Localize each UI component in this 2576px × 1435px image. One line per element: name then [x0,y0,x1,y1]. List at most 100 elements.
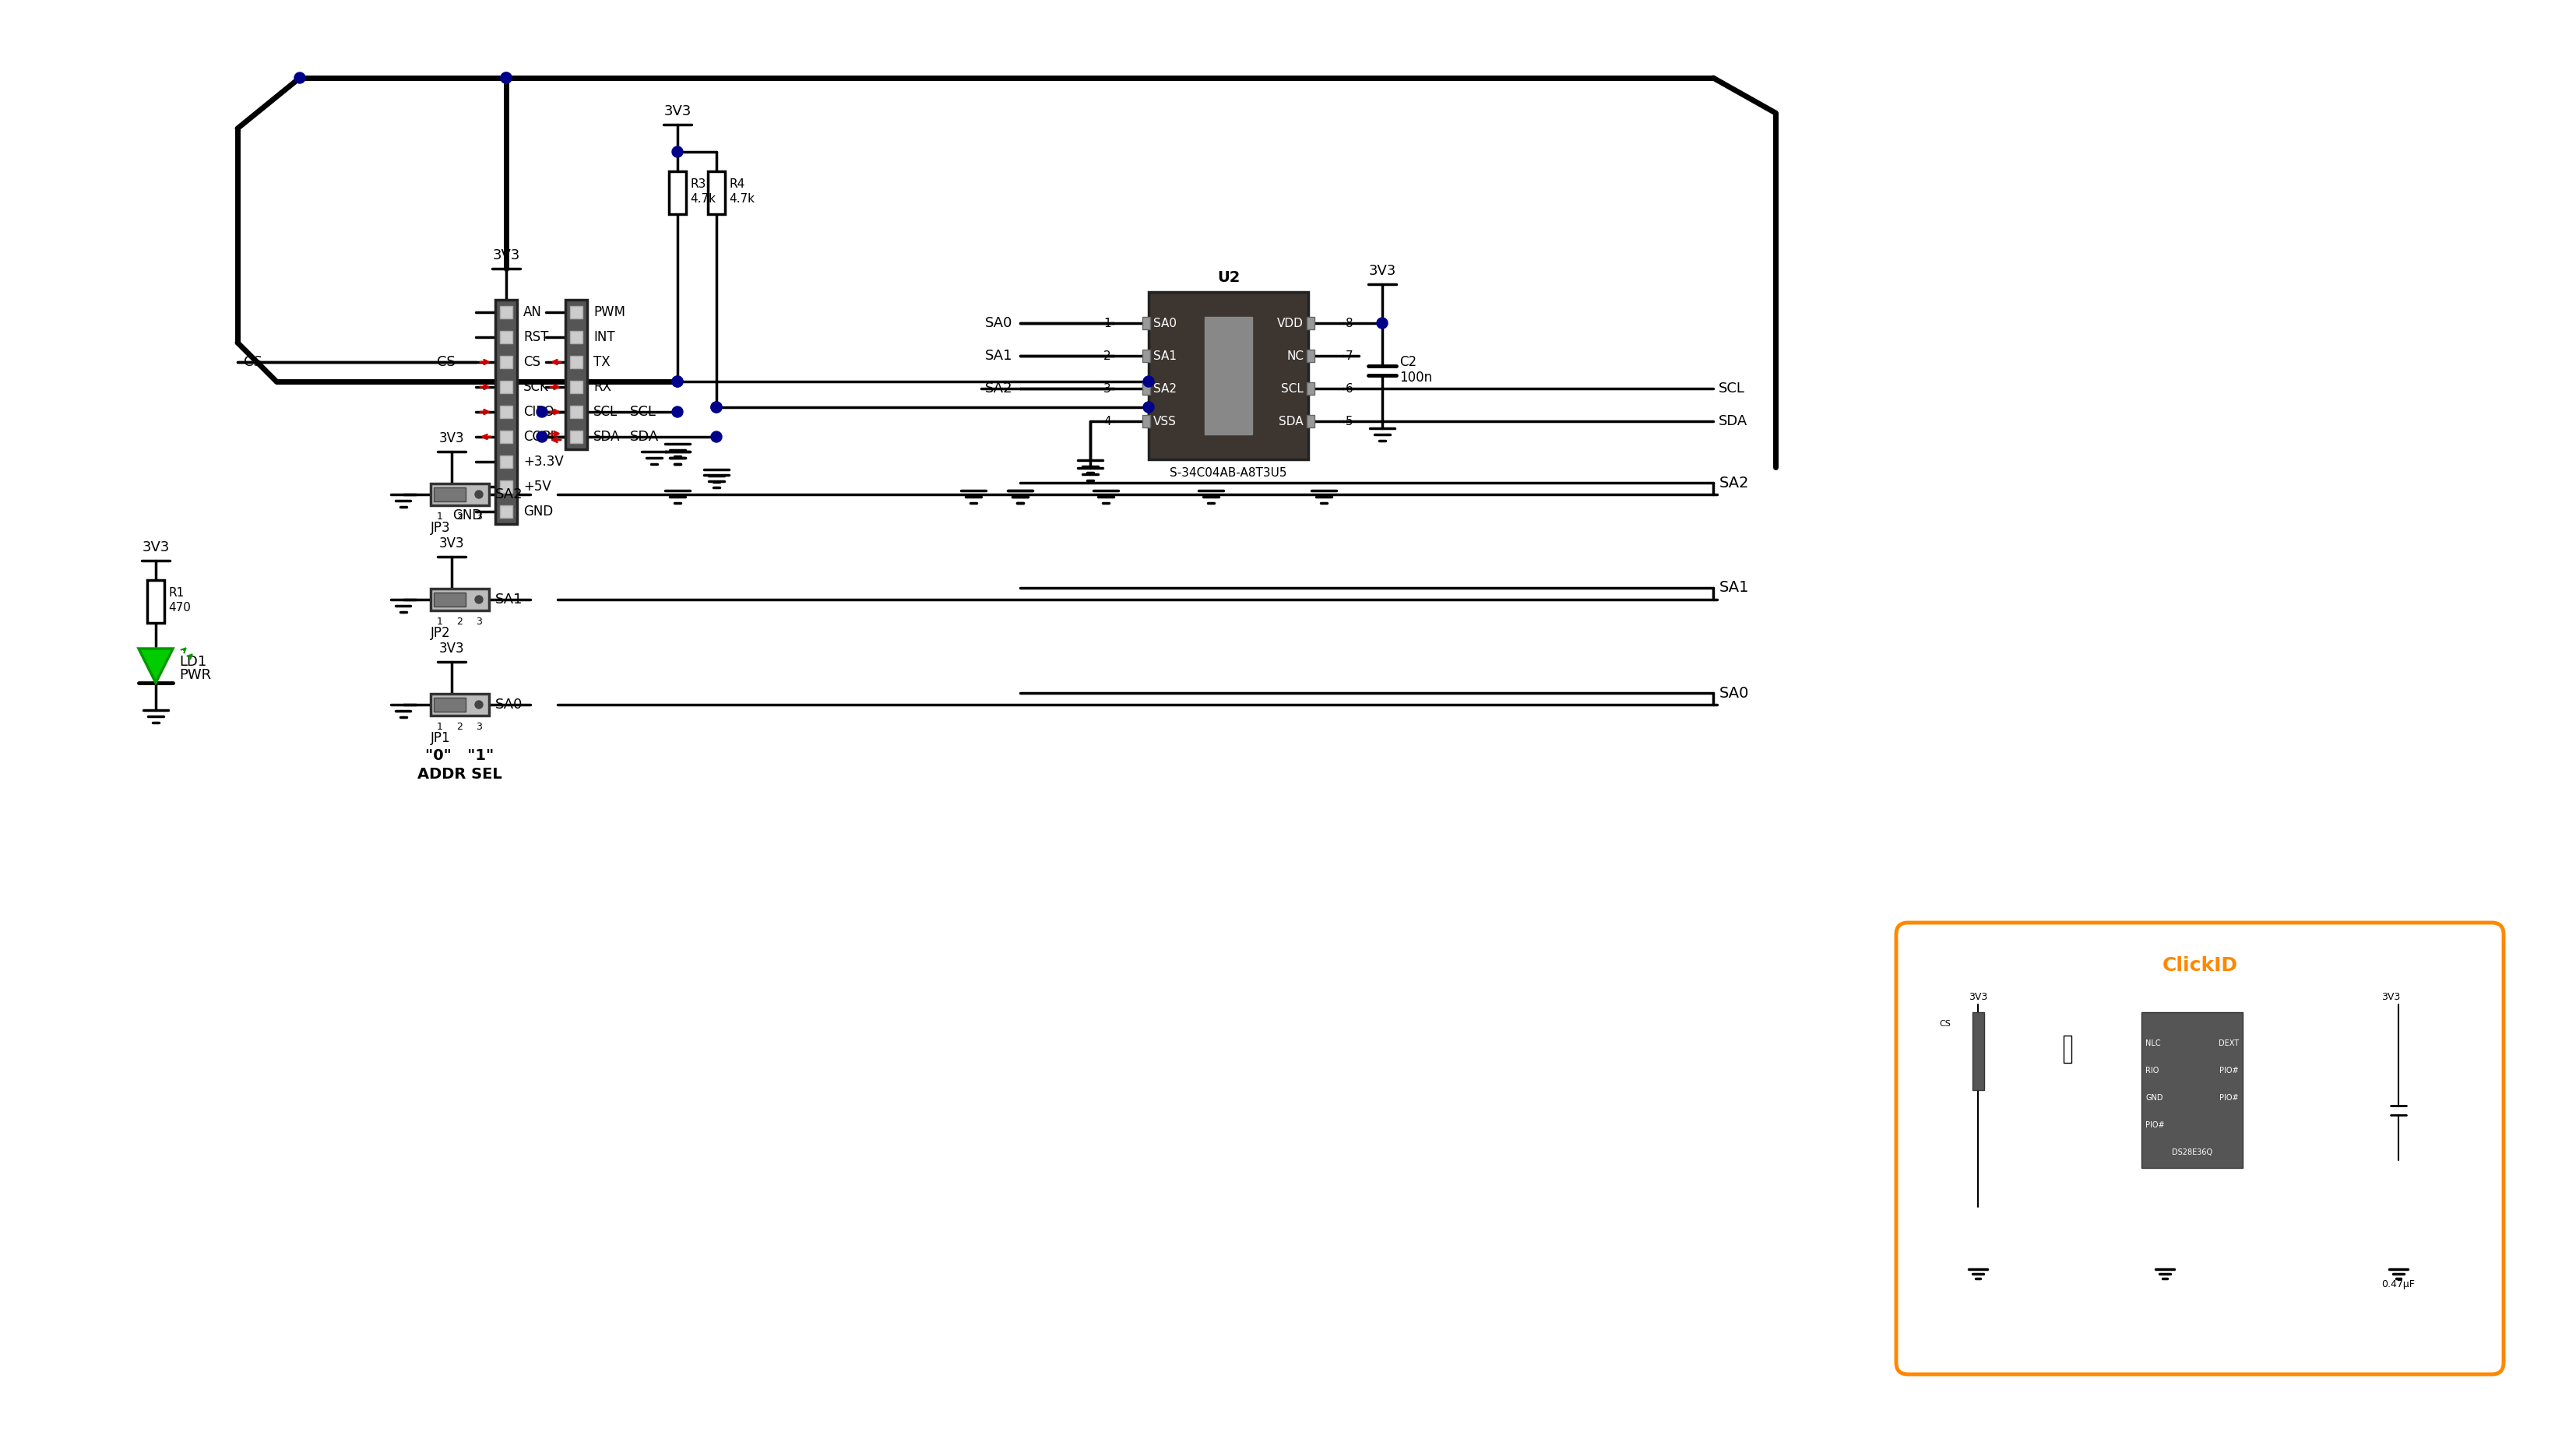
Text: S-34C04AB-A8T3U5: S-34C04AB-A8T3U5 [1170,468,1288,479]
Text: 3: 3 [477,617,482,627]
Text: PIO#: PIO# [2146,1121,2164,1129]
Text: AN: AN [523,306,541,319]
Bar [500,505,513,518]
Text: NLC: NLC [2146,1039,2161,1048]
Text: DEXT: DEXT [2218,1039,2239,1048]
Circle shape [435,700,443,709]
Bar [430,484,489,505]
Text: 6: 6 [1345,383,1352,395]
Text: SA2: SA2 [1154,383,1177,395]
Text: 2: 2 [456,617,464,627]
Bar [569,406,582,418]
Circle shape [1376,317,1388,329]
Circle shape [1144,376,1154,387]
Text: 100n: 100n [1399,370,1432,385]
Text: R3: R3 [690,178,706,189]
Text: PWR: PWR [180,669,211,682]
Text: SDA: SDA [631,430,659,443]
Bar [1306,382,1314,395]
Text: 3V3: 3V3 [438,641,464,656]
Circle shape [456,491,464,498]
Circle shape [435,491,443,498]
Circle shape [536,432,549,442]
Bar [1149,291,1309,459]
Text: RST: RST [523,330,549,344]
Bar [500,481,513,492]
Text: NC: NC [1285,350,1303,362]
Text: 1: 1 [438,511,443,522]
Bar [433,593,466,607]
Bar [430,588,489,610]
Bar [1206,317,1252,435]
Bar [500,430,513,443]
Text: VSS: VSS [1154,415,1177,428]
Text: 3V3: 3V3 [1368,264,1396,278]
Text: 3V3: 3V3 [438,432,464,445]
Circle shape [536,406,549,418]
Text: CS: CS [1940,1020,1950,1027]
Text: CS: CS [523,354,541,369]
Text: 3V3: 3V3 [492,248,520,263]
Text: SA0: SA0 [984,316,1012,330]
Circle shape [456,700,464,709]
Bar [670,171,685,214]
Bar [569,380,582,393]
Text: +5V: +5V [523,479,551,494]
Bar [564,300,587,449]
Bar [1141,415,1149,428]
Text: CS: CS [438,354,456,369]
Text: ADDR SEL: ADDR SEL [417,768,502,782]
Text: 4.7k: 4.7k [690,194,716,205]
Text: JP2: JP2 [430,626,451,640]
Text: RIO: RIO [2146,1066,2159,1075]
Bar [708,171,724,214]
Text: SA1: SA1 [1154,350,1177,362]
Circle shape [474,700,482,709]
Circle shape [1144,402,1154,413]
Bar [2063,1036,2071,1063]
Text: PIO#: PIO# [2221,1066,2239,1075]
Circle shape [474,491,482,498]
Text: "0"   "1": "0" "1" [425,748,495,762]
Bar [433,697,466,712]
Text: TX: TX [592,354,611,369]
Text: SDA: SDA [1278,415,1303,428]
Polygon shape [139,649,173,683]
Text: SCK: SCK [523,380,549,395]
Text: 3: 3 [1103,383,1110,395]
Text: 1: 1 [438,722,443,732]
Bar [569,356,582,369]
Text: JP3: JP3 [430,521,451,535]
Circle shape [711,402,721,413]
Bar [500,356,513,369]
Text: 7: 7 [1345,350,1352,362]
Text: C2: C2 [1399,354,1417,369]
Circle shape [500,72,513,83]
Text: U2: U2 [1216,271,1239,286]
Text: 3: 3 [477,722,482,732]
Text: SA1: SA1 [1718,581,1749,596]
Bar [569,306,582,319]
Circle shape [672,376,683,387]
Bar [1306,317,1314,330]
Text: 3V3: 3V3 [438,537,464,551]
Circle shape [456,596,464,604]
Text: INT: INT [592,330,616,344]
Text: 1: 1 [438,617,443,627]
Text: SA1: SA1 [984,349,1012,363]
Text: CS: CS [245,354,263,369]
Text: 470: 470 [167,603,191,614]
Bar [430,693,489,716]
Text: SA0: SA0 [495,697,523,712]
Bar [500,306,513,319]
Bar [1973,1012,1984,1091]
Text: 2: 2 [456,511,464,522]
Text: SA2: SA2 [984,382,1012,396]
Text: SDA: SDA [1718,415,1747,428]
Bar [433,488,466,501]
Circle shape [672,376,683,387]
Bar [1306,350,1314,362]
Circle shape [672,146,683,158]
Text: JP1: JP1 [430,730,451,745]
Bar [2141,1012,2244,1168]
